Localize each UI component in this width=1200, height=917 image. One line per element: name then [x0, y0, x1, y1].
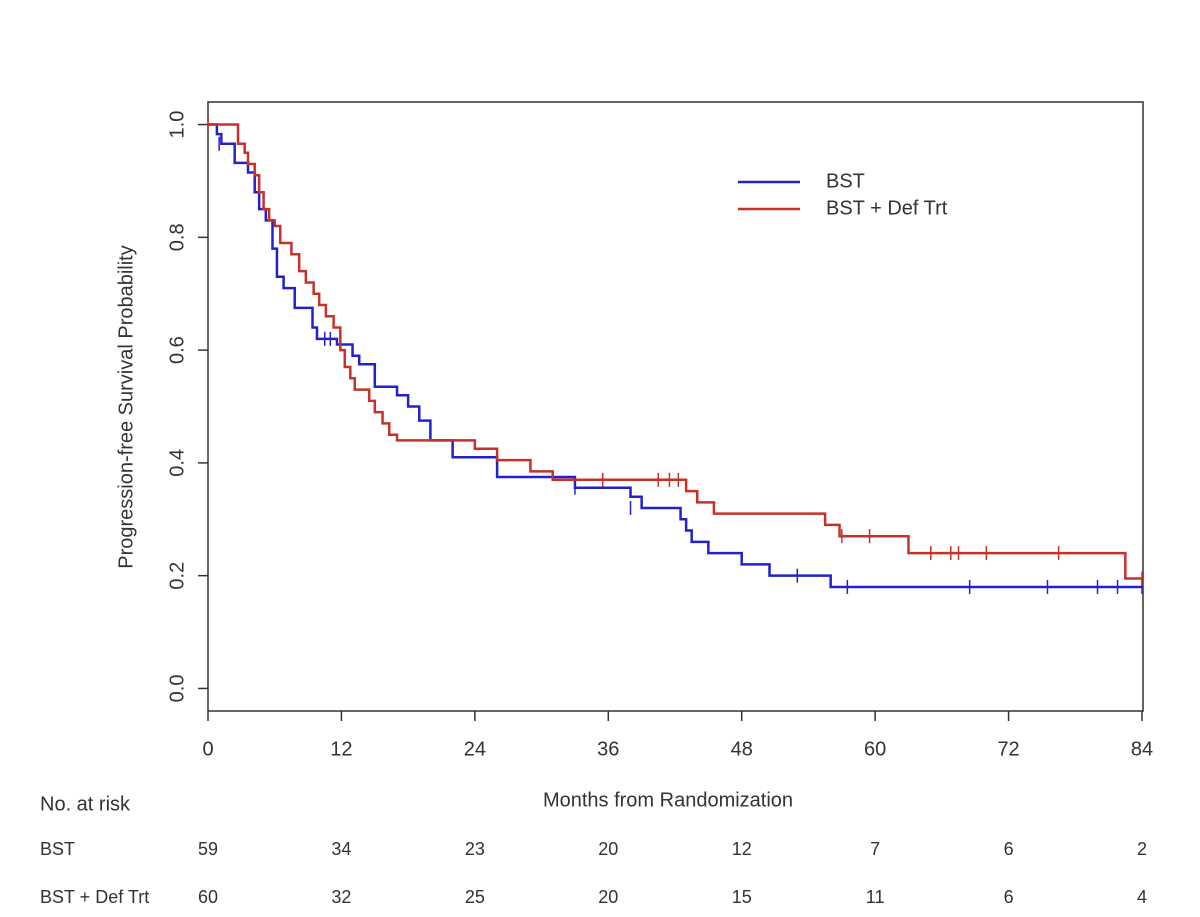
risk-count: 34 — [331, 839, 351, 859]
risk-title: No. at risk — [40, 793, 131, 815]
risk-count: 6 — [1004, 839, 1014, 859]
risk-count: 7 — [870, 839, 880, 859]
risk-count: 32 — [331, 887, 351, 907]
x-tick-label: 84 — [1131, 738, 1153, 760]
risk-count: 20 — [598, 887, 618, 907]
y-tick-label: 0.4 — [166, 449, 188, 477]
risk-count: 4 — [1137, 887, 1147, 907]
x-tick-label: 36 — [597, 738, 619, 760]
x-tick-label: 0 — [202, 738, 213, 760]
x-tick-label: 60 — [864, 738, 886, 760]
y-tick-label: 0.8 — [166, 223, 188, 251]
y-tick-label: 1.0 — [166, 111, 188, 139]
risk-count: 60 — [198, 887, 218, 907]
risk-row-label: BST + Def Trt — [40, 887, 149, 907]
risk-count: 15 — [732, 887, 752, 907]
risk-count: 25 — [465, 887, 485, 907]
y-tick-label: 0.0 — [166, 675, 188, 703]
risk-count: 23 — [465, 839, 485, 859]
survival-curve — [208, 123, 1142, 589]
y-tick-label: 0.6 — [166, 336, 188, 364]
legend-label: BST + Def Trt — [826, 197, 948, 219]
risk-count: 20 — [598, 839, 618, 859]
risk-count: 6 — [1004, 887, 1014, 907]
x-tick-label: 48 — [731, 738, 753, 760]
y-tick-label: 0.2 — [166, 562, 188, 590]
risk-row-label: BST — [40, 839, 75, 859]
x-tick-label: 12 — [330, 738, 352, 760]
risk-count: 12 — [732, 839, 752, 859]
risk-count: 59 — [198, 839, 218, 859]
survival-curve — [208, 123, 1142, 580]
x-tick-label: 24 — [464, 738, 486, 760]
risk-count: 11 — [866, 887, 885, 907]
y-axis-label: Progression-free Survival Probability — [115, 245, 137, 568]
plot-frame — [207, 101, 1144, 712]
x-axis-label: Months from Randomization — [543, 789, 793, 811]
legend-label: BST — [826, 170, 865, 192]
risk-count: 2 — [1137, 839, 1147, 859]
x-tick-label: 72 — [997, 738, 1019, 760]
